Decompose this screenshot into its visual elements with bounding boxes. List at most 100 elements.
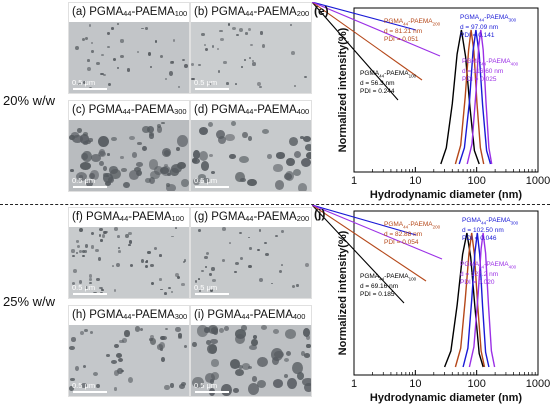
tem-image-tile: (d) PGMA44-PAEMA400 0.5 μm — [190, 100, 312, 192]
tem-image-tile: (c) PGMA44-PAEMA300 0.5 μm — [68, 100, 190, 192]
series-name: PGMA44-PAEMA300 — [462, 217, 519, 226]
series-pdi: PDI = 0.046 — [462, 235, 497, 243]
series-annotation: PGMA44-PAEMA100 d = 69.16 nm PDI = 0.185 — [360, 273, 416, 299]
panel-label: (j) — [314, 207, 326, 221]
series-name: PGMA44-PAEMA200 — [384, 221, 441, 230]
plot-frame — [353, 210, 539, 376]
tem-image-title: (a) PGMA44-PAEMA100 — [69, 3, 189, 22]
series-annotation: PGMA44-PAEMA300 d = 97.09 nm PDI = 0.141 — [460, 14, 516, 40]
x-tick-label: 1 — [351, 378, 357, 390]
annotation-arrow — [312, 2, 417, 31]
scale-bar-label: 0.5 μm — [194, 176, 218, 185]
annotation-arrow — [312, 205, 427, 282]
x-tick-label: 100 — [467, 378, 485, 390]
series-name: PGMA44-PAEMA200 — [384, 18, 441, 27]
series-line-1 — [443, 232, 484, 368]
scale-bar-label: 0.5 μm — [194, 283, 218, 292]
series-name: PGMA44-PAEMA300 — [460, 14, 517, 23]
tem-image-tile: (i) PGMA44-PAEMA400 0.5 μm — [190, 305, 312, 397]
series-pdi: PDI = 0.020 — [460, 279, 495, 287]
series-diameter: d = 116.60 nm — [462, 68, 504, 76]
series-annotation: PGMA44-PAEMA100 d = 56.3 nm PDI = 0.244 — [360, 70, 416, 96]
x-tick-label: 10 — [409, 175, 421, 187]
series-diameter: d = 127.2 nm — [460, 271, 499, 279]
series-pdi: PDI = 0.025 — [462, 76, 497, 84]
tem-micrograph — [191, 325, 311, 396]
x-tick-label: 10 — [409, 378, 421, 390]
scale-bar — [73, 391, 107, 393]
scale-bar-label: 0.5 μm — [72, 78, 96, 87]
scale-bar — [195, 391, 229, 393]
tem-micrograph — [191, 120, 311, 191]
series-pdi: PDI = 0.141 — [460, 32, 495, 40]
tem-image-tile: (g) PGMA44-PAEMA200 0.5 μm — [190, 207, 312, 299]
tem-image-title: (b) PGMA44-PAEMA200 — [191, 3, 311, 22]
tem-image-title: (d) PGMA44-PAEMA400 — [191, 101, 311, 120]
series-line-4 — [466, 29, 493, 165]
series-diameter: d = 97.09 nm — [460, 24, 499, 32]
series-name: PGMA44-PAEMA100 — [360, 273, 417, 282]
series-name: PGMA44-PAEMA400 — [460, 261, 517, 270]
plot-frame — [353, 7, 539, 173]
annotation-arrow — [312, 2, 399, 101]
dls-chart-e: 1 10 100 1000 Hydrodynamic diameter (nm) Norm… — [312, 2, 550, 202]
y-axis-label: Normalized intensity(%) — [337, 27, 349, 152]
row-label-25: 25% w/w — [3, 294, 56, 309]
series-name: PGMA44-PAEMA100 — [360, 70, 417, 79]
row-label-20: 20% w/w — [3, 93, 56, 108]
series-annotation: PGMA44-PAEMA200 d = 81.21 nm PDI = 0.051 — [384, 18, 440, 44]
tem-micrograph — [69, 227, 189, 298]
scale-bar-label: 0.5 μm — [194, 78, 218, 87]
tem-image-tile: (a) PGMA44-PAEMA100 0.5 μm — [68, 2, 190, 94]
tem-micrograph — [69, 120, 189, 191]
series-line-4 — [468, 232, 496, 368]
annotation-arrow — [312, 2, 423, 81]
annotation-arrow — [312, 205, 417, 236]
series-pdi: PDI = 0.051 — [384, 36, 419, 44]
tem-image-title: (h) PGMA44-PAEMA300 — [69, 306, 189, 325]
y-axis-label: Normalized intensity(%) — [337, 230, 349, 355]
tem-image-title: (c) PGMA44-PAEMA300 — [69, 101, 189, 120]
scale-bar-label: 0.5 μm — [72, 381, 96, 390]
scale-bar — [195, 186, 229, 188]
x-tick-label: 1000 — [526, 175, 550, 187]
tem-micrograph — [191, 227, 311, 298]
series-annotation: PGMA44-PAEMA400 d = 127.2 nm PDI = 0.020 — [460, 261, 516, 287]
scale-bar-label: 0.5 μm — [194, 381, 218, 390]
scale-bar — [73, 88, 107, 90]
series-name: PGMA44-PAEMA400 — [462, 58, 519, 67]
series-pdi: PDI = 0.185 — [360, 291, 395, 299]
series-pdi: PDI = 0.244 — [360, 88, 395, 96]
series-diameter: d = 69.16 nm — [360, 283, 399, 291]
series-annotation: PGMA44-PAEMA400 d = 116.60 nm PDI = 0.025 — [462, 58, 518, 84]
scale-bar — [73, 293, 107, 295]
tem-image-tile: (b) PGMA44-PAEMA200 0.5 μm — [190, 2, 312, 94]
tem-micrograph — [69, 22, 189, 93]
series-line-3 — [458, 29, 492, 165]
x-axis-label: Hydrodynamic diameter (nm) — [370, 392, 523, 404]
series-diameter: d = 102.50 nm — [462, 227, 504, 235]
tem-image-title: (f) PGMA44-PAEMA100 — [69, 208, 189, 227]
series-diameter: d = 82.88 nm — [384, 231, 423, 239]
x-tick-label: 100 — [467, 175, 485, 187]
x-tick-label: 1 — [351, 175, 357, 187]
annotation-arrow — [312, 205, 443, 260]
annotation-arrow — [312, 2, 441, 57]
x-tick-label: 1000 — [526, 378, 550, 390]
tem-image-title: (i) PGMA44-PAEMA400 — [191, 306, 311, 325]
series-annotation: PGMA44-PAEMA200 d = 82.88 nm PDI = 0.054 — [384, 221, 440, 247]
series-annotation: PGMA44-PAEMA300 d = 102.50 nm PDI = 0.046 — [462, 217, 518, 243]
dls-chart-j: 1 10 100 1000 Hydrodynamic diameter (nm) Norm… — [312, 205, 550, 405]
series-line-2 — [454, 232, 486, 368]
tem-micrograph — [69, 325, 189, 396]
series-diameter: d = 81.21 nm — [384, 28, 423, 36]
series-diameter: d = 56.3 nm — [360, 80, 395, 88]
tem-micrograph — [191, 22, 311, 93]
tem-image-tile: (h) PGMA44-PAEMA300 0.5 μm — [68, 305, 190, 397]
scale-bar — [73, 186, 107, 188]
tem-image-title: (g) PGMA44-PAEMA200 — [191, 208, 311, 227]
series-line-2 — [454, 29, 485, 165]
scale-bar — [195, 293, 229, 295]
